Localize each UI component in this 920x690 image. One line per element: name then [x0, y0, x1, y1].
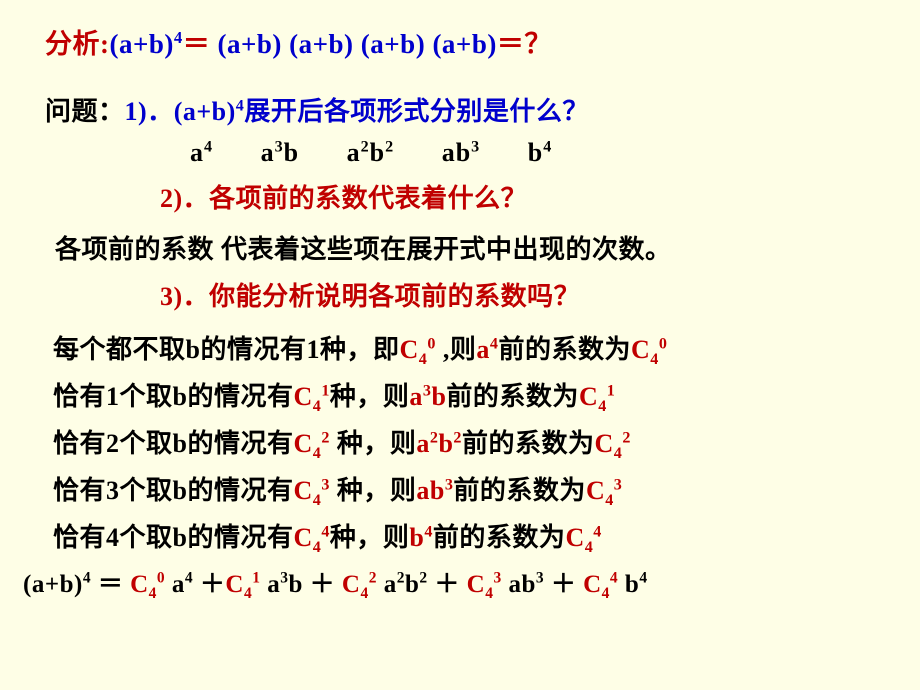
coefficient-row: 恰有1个取b的情况有C41种，则a3b前的系数为C41	[45, 376, 880, 413]
q2-num: 2)．	[160, 184, 209, 213]
coefficient-rows: 每个都不取b的情况有1种，即C40 ,则a4前的系数为C40 恰有1个取b的情况有…	[45, 329, 880, 554]
term-2: a3b	[261, 138, 300, 167]
question-3: 3)．你能分析说明各项前的系数吗？	[45, 276, 880, 313]
term-5: b4	[528, 138, 553, 167]
answer-2: 各项前的系数 代表着这些项在展开式中出现的次数。	[45, 229, 880, 266]
q3-num: 3)．	[160, 282, 209, 311]
analysis-title: 分析:(a+b)4＝ (a+b) (a+b) (a+b) (a+b)＝？	[45, 22, 880, 61]
coefficient-row: 每个都不取b的情况有1种，即C40 ,则a4前的系数为C40	[45, 329, 880, 366]
term-4: ab3	[442, 138, 481, 167]
term-1: a4	[190, 138, 213, 167]
terms-row: a4 a3b a2b2 ab3 b4	[45, 138, 880, 168]
coefficient-row: 恰有2个取b的情况有C42 种，则a2b2前的系数为C42	[45, 423, 880, 460]
final-expansion: (a+b)4 ＝ C40 a4 ＋C41 a3b ＋ C42 a2b2 ＋ C4…	[23, 564, 880, 600]
coefficient-row: 恰有3个取b的情况有C43 种，则ab3前的系数为C43	[45, 470, 880, 507]
label-analysis: 分析:	[45, 29, 110, 59]
slide-content: 分析:(a+b)4＝ (a+b) (a+b) (a+b) (a+b)＝？ 问题：…	[0, 0, 920, 620]
q1-text: (a+b)4展开后各项形式分别是什么？	[174, 97, 589, 126]
term-3: a2b2	[347, 138, 395, 167]
question-1: 问题：1)．(a+b)4展开后各项形式分别是什么？	[45, 91, 880, 128]
q-label: 问题：	[45, 97, 125, 126]
q2-text: 各项前的系数代表着什么？	[209, 184, 527, 213]
question-2: 2)．各项前的系数代表着什么？	[45, 178, 880, 215]
q3-text: 你能分析说明各项前的系数吗？	[209, 282, 580, 311]
q1-num: 1)．	[125, 97, 174, 126]
title-eq: (a+b)4＝ (a+b) (a+b) (a+b) (a+b)＝？	[110, 29, 552, 59]
coefficient-row: 恰有4个取b的情况有C44种，则b4前的系数为C44	[45, 517, 880, 554]
